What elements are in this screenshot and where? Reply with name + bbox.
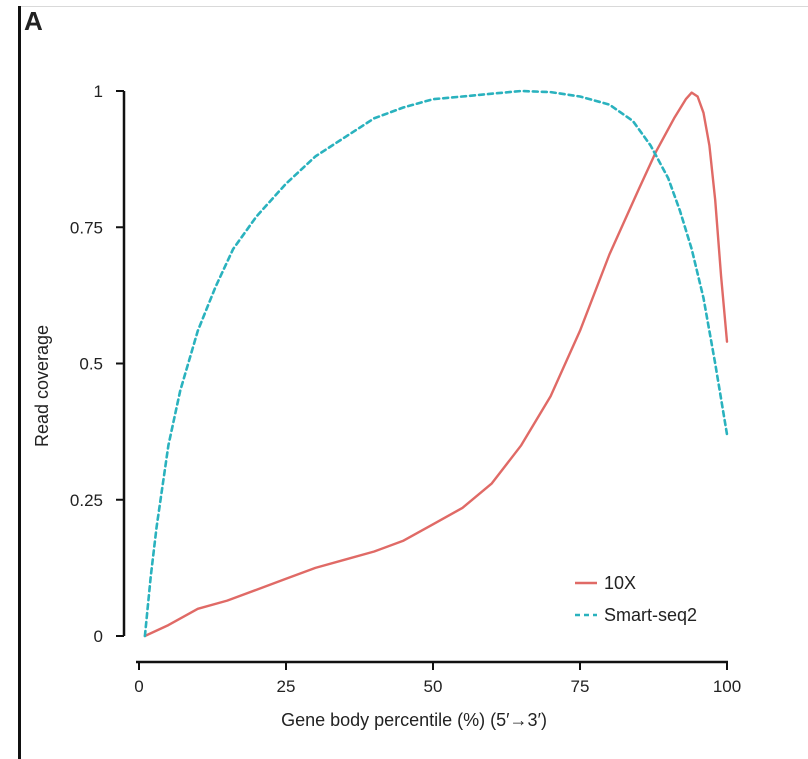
panel-label: A <box>24 6 43 36</box>
x-tick-label: 75 <box>571 677 590 696</box>
series-line-smart-seq2 <box>143 89 729 638</box>
x-axis-title: Gene body percentile (%) (5′→3′) <box>281 710 547 730</box>
legend-entry-label: Smart-seq2 <box>604 605 697 625</box>
left-border-line <box>18 6 21 759</box>
series-layer <box>143 89 729 638</box>
legend: 10X Smart-seq2 <box>575 573 697 625</box>
axes: 0 0.25 0.5 0.75 1 0 25 50 75 100 <box>70 82 741 696</box>
x-tick-label: 25 <box>277 677 296 696</box>
series-line-10x <box>143 91 729 638</box>
y-axis-title: Read coverage <box>32 325 52 447</box>
y-tick-label: 1 <box>94 82 103 101</box>
y-tick-label: 0.5 <box>79 355 103 374</box>
x-tick-label: 100 <box>713 677 741 696</box>
y-tick-label: 0.75 <box>70 218 103 237</box>
top-border-line <box>18 6 808 7</box>
x-tick-label: 50 <box>424 677 443 696</box>
y-tick-label: 0.25 <box>70 491 103 510</box>
x-tick-label: 0 <box>134 677 143 696</box>
legend-entry-label: 10X <box>604 573 636 593</box>
y-tick-label: 0 <box>94 627 103 646</box>
